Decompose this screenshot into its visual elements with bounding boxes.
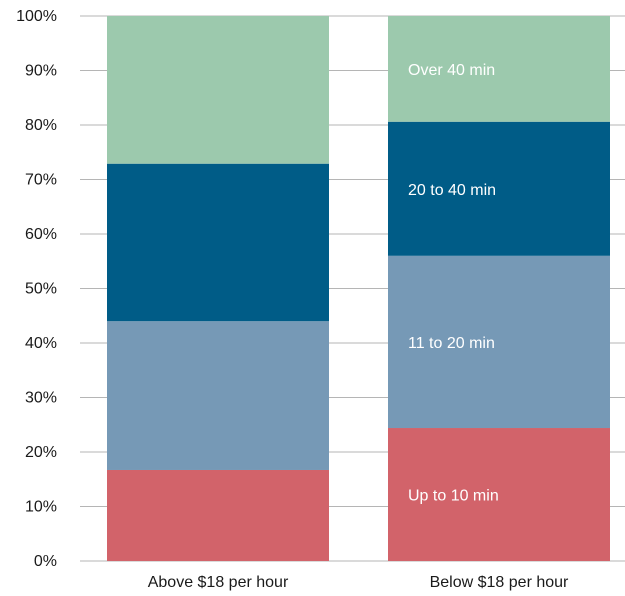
- bar-segment: [107, 163, 329, 322]
- bars: [107, 16, 610, 561]
- y-tick-label: 20%: [25, 444, 57, 461]
- bar-segment: [388, 428, 610, 561]
- segment-label: 20 to 40 min: [408, 182, 496, 199]
- y-tick-label: 0%: [34, 553, 57, 570]
- x-category-label: Below $18 per hour: [430, 574, 569, 591]
- y-tick-label: 90%: [25, 63, 57, 80]
- y-tick-label: 50%: [25, 281, 57, 298]
- bar-segment: [388, 16, 610, 122]
- x-axis-categories: Above $18 per hour Below $18 per hour: [148, 574, 569, 591]
- y-axis-ticks: 0% 10% 20% 30% 40% 50% 60% 70% 80% 90% 100%: [16, 8, 57, 570]
- segment-label: Up to 10 min: [408, 488, 499, 505]
- bar-segment: [388, 121, 610, 256]
- y-tick-label: 30%: [25, 390, 57, 407]
- bar-segment: [107, 469, 329, 561]
- y-tick-label: 100%: [16, 8, 57, 25]
- y-tick-label: 70%: [25, 172, 57, 189]
- x-category-label: Above $18 per hour: [148, 574, 289, 591]
- bar-segment: [107, 16, 329, 164]
- segment-label: 11 to 20 min: [408, 335, 495, 352]
- y-tick-label: 60%: [25, 226, 57, 243]
- segment-labels: Up to 10 min 11 to 20 min 20 to 40 min Over…: [408, 62, 499, 505]
- segment-label: Over 40 min: [408, 62, 495, 79]
- bar-segment: [107, 321, 329, 470]
- y-tick-label: 80%: [25, 117, 57, 134]
- bar-segment: [388, 255, 610, 429]
- y-tick-label: 40%: [25, 335, 57, 352]
- y-tick-label: 10%: [25, 499, 57, 516]
